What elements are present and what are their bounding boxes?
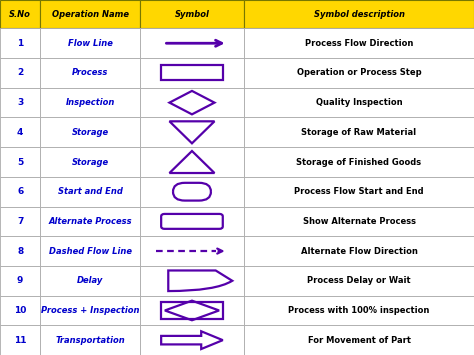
Bar: [40, 88, 140, 118]
Bar: [0, 28, 40, 58]
Bar: [0, 207, 40, 236]
Bar: [244, 207, 474, 236]
Text: Process Flow Direction: Process Flow Direction: [305, 39, 413, 48]
Bar: [244, 88, 474, 118]
Bar: [244, 236, 474, 266]
Bar: [0, 325, 40, 355]
Bar: [161, 302, 223, 319]
Bar: [0, 147, 40, 177]
Text: 1: 1: [17, 39, 23, 48]
Bar: [140, 207, 244, 236]
Text: 11: 11: [14, 336, 27, 345]
Bar: [0, 88, 40, 118]
Text: Process + Inspection: Process + Inspection: [41, 306, 139, 315]
Bar: [140, 147, 244, 177]
Bar: [140, 296, 244, 325]
Bar: [140, 325, 244, 355]
Bar: [0, 177, 40, 207]
Text: Transportation: Transportation: [55, 336, 125, 345]
Text: 10: 10: [14, 306, 27, 315]
Bar: [140, 266, 244, 296]
Text: Alternate Process: Alternate Process: [48, 217, 132, 226]
Bar: [40, 296, 140, 325]
Bar: [40, 207, 140, 236]
Bar: [0, 236, 40, 266]
Bar: [40, 147, 140, 177]
Text: Alternate Flow Direction: Alternate Flow Direction: [301, 247, 418, 256]
Bar: [140, 28, 244, 58]
Text: Symbol description: Symbol description: [314, 10, 404, 19]
Bar: [140, 236, 244, 266]
Text: Storage: Storage: [72, 158, 109, 166]
Bar: [40, 236, 140, 266]
Text: Process with 100% inspection: Process with 100% inspection: [288, 306, 430, 315]
Text: Flow Line: Flow Line: [68, 39, 112, 48]
Text: 6: 6: [17, 187, 23, 196]
Bar: [40, 118, 140, 147]
Bar: [140, 88, 244, 118]
Bar: [140, 0, 244, 28]
Bar: [40, 0, 140, 28]
Text: Operation or Process Step: Operation or Process Step: [297, 69, 421, 77]
Bar: [244, 0, 474, 28]
Bar: [40, 58, 140, 88]
Text: Inspection: Inspection: [65, 98, 115, 107]
Text: For Movement of Part: For Movement of Part: [308, 336, 410, 345]
Text: 3: 3: [17, 98, 23, 107]
Bar: [244, 118, 474, 147]
Bar: [244, 58, 474, 88]
Bar: [244, 28, 474, 58]
Text: Show Alternate Process: Show Alternate Process: [302, 217, 416, 226]
Bar: [40, 177, 140, 207]
Text: 4: 4: [17, 128, 23, 137]
Text: Process Delay or Wait: Process Delay or Wait: [307, 276, 411, 285]
Bar: [140, 58, 244, 88]
Text: Storage of Finished Goods: Storage of Finished Goods: [297, 158, 421, 166]
Bar: [140, 118, 244, 147]
Text: Process: Process: [72, 69, 108, 77]
Text: Storage: Storage: [72, 128, 109, 137]
Bar: [0, 118, 40, 147]
Text: 9: 9: [17, 276, 23, 285]
Bar: [244, 325, 474, 355]
Bar: [161, 65, 223, 80]
Text: 2: 2: [17, 69, 23, 77]
Text: Start and End: Start and End: [58, 187, 122, 196]
Bar: [244, 177, 474, 207]
Text: 7: 7: [17, 217, 23, 226]
Text: Process Flow Start and End: Process Flow Start and End: [294, 187, 424, 196]
Text: Delay: Delay: [77, 276, 103, 285]
Bar: [244, 147, 474, 177]
Bar: [0, 58, 40, 88]
Bar: [40, 28, 140, 58]
Bar: [140, 177, 244, 207]
Text: Symbol: Symbol: [174, 10, 210, 19]
Bar: [0, 266, 40, 296]
Bar: [40, 266, 140, 296]
Text: Operation Name: Operation Name: [52, 10, 128, 19]
Bar: [0, 0, 40, 28]
Text: Dashed Flow Line: Dashed Flow Line: [48, 247, 132, 256]
Text: 5: 5: [17, 158, 23, 166]
Bar: [40, 325, 140, 355]
Text: Storage of Raw Material: Storage of Raw Material: [301, 128, 417, 137]
Bar: [244, 296, 474, 325]
Text: S.No: S.No: [9, 10, 31, 19]
Bar: [0, 296, 40, 325]
Text: 8: 8: [17, 247, 23, 256]
Text: Quality Inspection: Quality Inspection: [316, 98, 402, 107]
Bar: [244, 266, 474, 296]
